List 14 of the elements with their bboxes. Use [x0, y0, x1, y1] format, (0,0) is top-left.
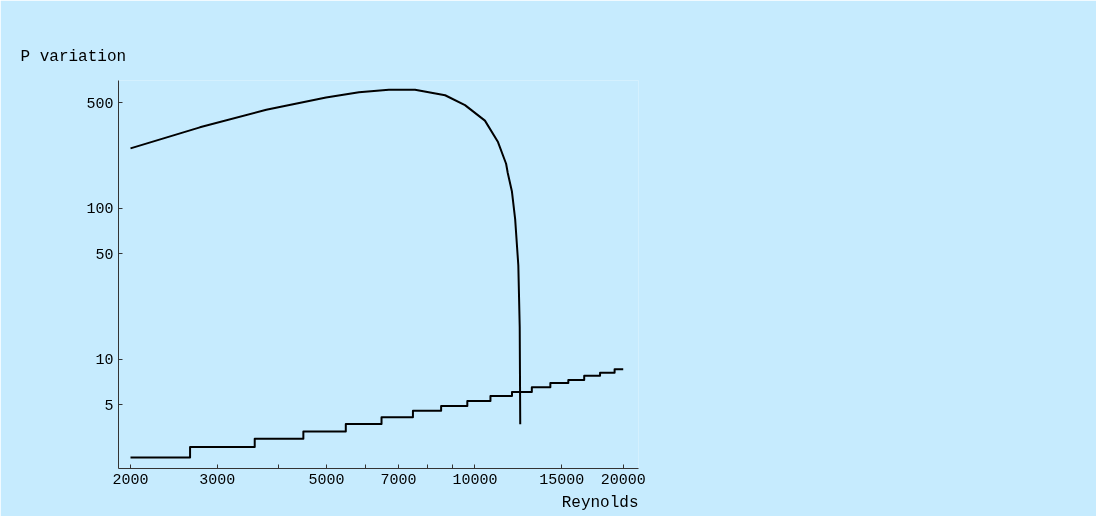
y-axis-title: P variation — [20, 47, 127, 66]
y-tick-label: 100 — [86, 201, 114, 219]
x-tick-label: 15000 — [539, 471, 585, 489]
x-tick-label: 20000 — [600, 471, 646, 489]
x-tick-label: 3000 — [199, 471, 236, 489]
y-tick-label: 10 — [95, 352, 114, 370]
x-tick-label: 2000 — [112, 471, 149, 489]
y-tick-label: 50 — [95, 246, 114, 264]
x-axis-title: Reynolds — [561, 493, 639, 512]
x-tick-label: 10000 — [452, 471, 498, 489]
y-tick-label: 500 — [86, 95, 114, 113]
x-tick-label: 7000 — [380, 471, 417, 489]
x-tick-label: 5000 — [308, 471, 345, 489]
y-tick-label: 5 — [104, 397, 114, 415]
